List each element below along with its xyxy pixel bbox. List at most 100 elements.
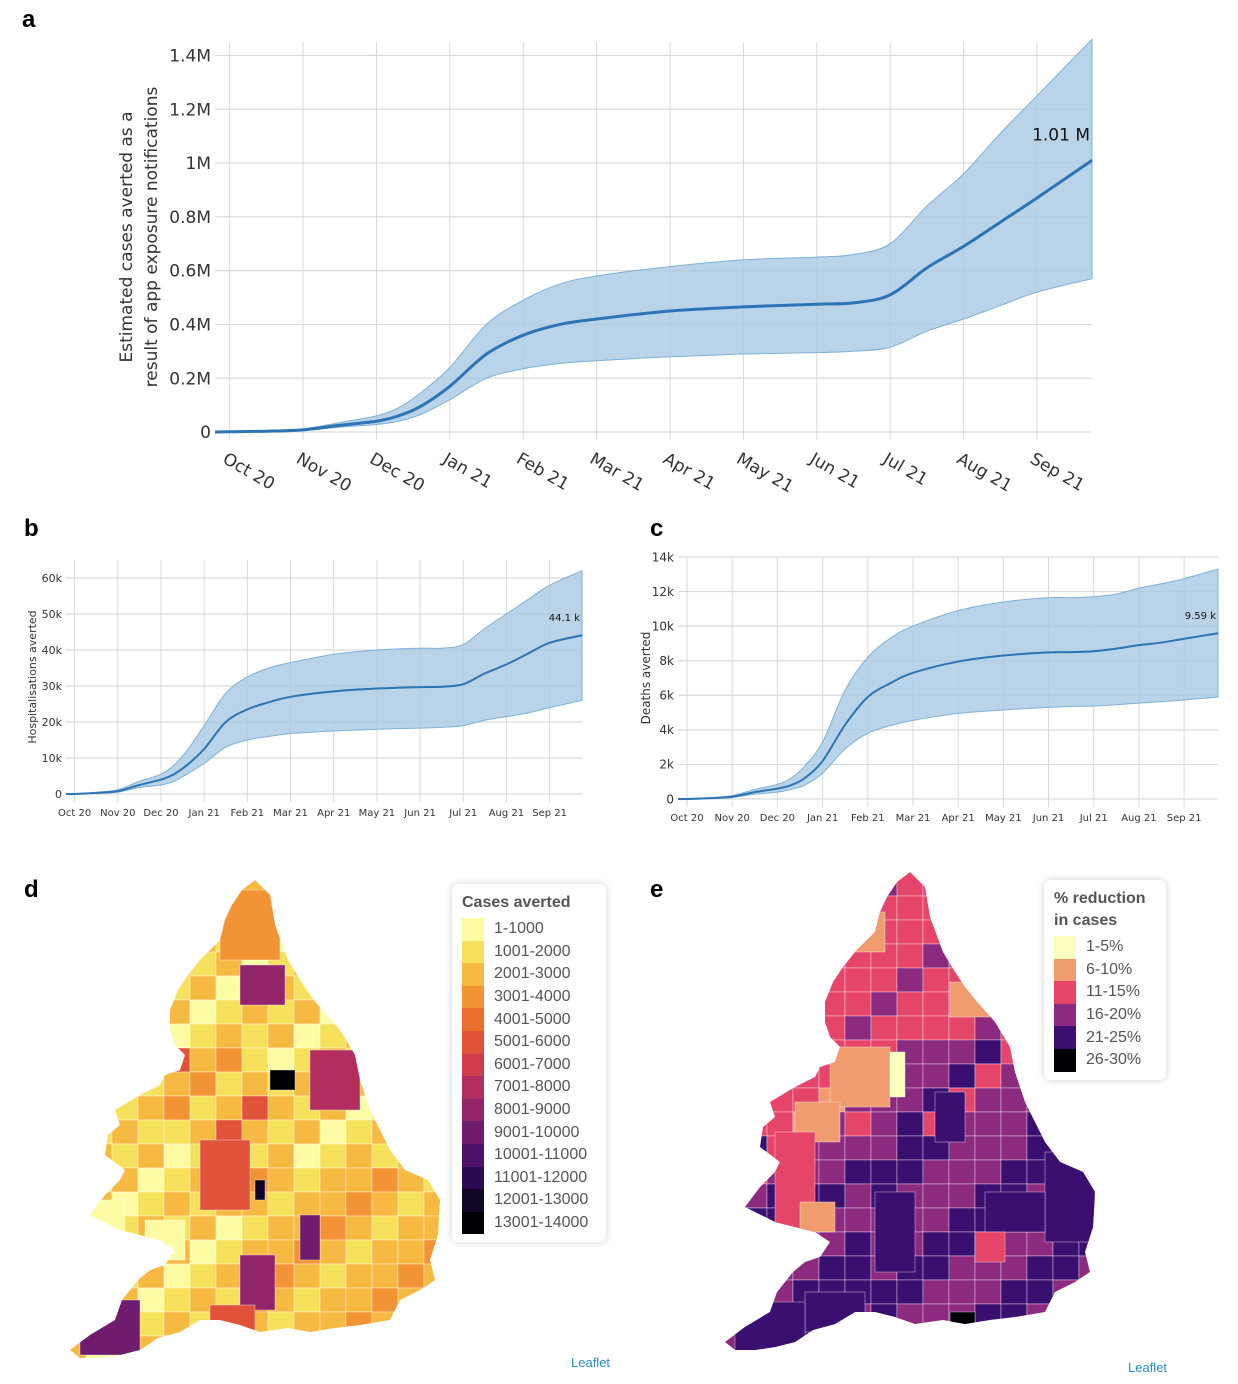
map-region[interactable] [734, 1301, 806, 1352]
map-region[interactable] [715, 991, 742, 1017]
map-region[interactable] [974, 919, 1002, 945]
map-region[interactable] [85, 999, 113, 1025]
map-region[interactable] [948, 1183, 976, 1209]
map-region[interactable] [818, 872, 846, 897]
map-region[interactable] [397, 975, 425, 1001]
map-region[interactable] [60, 1047, 87, 1073]
map-region[interactable] [60, 1119, 87, 1145]
map-region[interactable] [163, 1047, 191, 1073]
map-region[interactable] [189, 975, 217, 1001]
map-region[interactable] [740, 967, 768, 993]
map-region[interactable] [974, 1111, 1002, 1137]
map-region[interactable] [1078, 1303, 1105, 1329]
map-region[interactable] [896, 1327, 924, 1352]
map-region[interactable] [423, 1095, 450, 1121]
map-region[interactable] [896, 1111, 924, 1137]
map-region[interactable] [267, 1143, 295, 1169]
map-region[interactable] [137, 1167, 165, 1193]
map-region[interactable] [974, 1039, 1002, 1065]
map-region[interactable] [844, 991, 872, 1017]
map-region[interactable] [60, 1167, 87, 1193]
map-region[interactable] [450, 1264, 460, 1288]
map-region[interactable] [740, 1015, 768, 1041]
map-region[interactable] [267, 1335, 295, 1360]
map-region[interactable] [345, 1143, 373, 1169]
map-region[interactable] [219, 889, 281, 961]
map-region[interactable] [371, 975, 399, 1001]
map-region[interactable] [829, 1046, 891, 1108]
map-region[interactable] [974, 967, 1002, 993]
map-region[interactable] [397, 951, 425, 977]
map-region[interactable] [948, 1159, 976, 1185]
map-region[interactable] [874, 1191, 916, 1273]
map-region[interactable] [1026, 1255, 1054, 1281]
map-region[interactable] [267, 1095, 295, 1121]
map-region[interactable] [371, 1287, 399, 1313]
map-region[interactable] [792, 1015, 820, 1041]
map-region[interactable] [715, 1159, 742, 1185]
map-region[interactable] [85, 951, 113, 977]
map-region[interactable] [818, 943, 846, 969]
map-region[interactable] [922, 1039, 950, 1065]
map-region[interactable] [111, 927, 139, 953]
map-region[interactable] [371, 1239, 399, 1265]
map-region[interactable] [948, 943, 976, 969]
map-percent-reduction[interactable] [715, 872, 1115, 1362]
map-region[interactable] [70, 1199, 126, 1246]
map-region[interactable] [371, 1191, 399, 1217]
map-region[interactable] [163, 1167, 191, 1193]
map-region[interactable] [1105, 1232, 1115, 1256]
map-region[interactable] [715, 1231, 742, 1257]
map-region[interactable] [189, 1263, 217, 1289]
map-region[interactable] [215, 999, 243, 1025]
map-region[interactable] [137, 975, 165, 1001]
map-region[interactable] [715, 1279, 742, 1305]
map-region[interactable] [974, 1279, 1002, 1305]
map-region[interactable] [345, 999, 373, 1025]
map-region[interactable] [1078, 1327, 1105, 1352]
map-region[interactable] [60, 903, 87, 929]
map-region[interactable] [137, 927, 165, 953]
map-region[interactable] [397, 1263, 425, 1289]
leaflet-attribution-link[interactable]: Leaflet [571, 1355, 611, 1370]
map-region[interactable] [974, 1159, 1002, 1185]
map-region[interactable] [870, 1159, 898, 1185]
map-region[interactable] [948, 1279, 976, 1305]
map-region[interactable] [922, 1159, 950, 1185]
map-region[interactable] [163, 999, 191, 1025]
map-region[interactable] [974, 1087, 1002, 1113]
map-region[interactable] [163, 1335, 191, 1360]
map-region[interactable] [137, 1311, 165, 1337]
map-region[interactable] [397, 1143, 425, 1169]
map-region[interactable] [1052, 1135, 1080, 1161]
map-region[interactable] [137, 1071, 165, 1097]
map-region[interactable] [137, 1191, 165, 1217]
map-region[interactable] [79, 1299, 141, 1356]
map-region[interactable] [1105, 1088, 1115, 1112]
map-region[interactable] [423, 1287, 450, 1313]
map-region[interactable] [60, 927, 87, 953]
map-region[interactable] [111, 1143, 139, 1169]
map-region[interactable] [974, 872, 1002, 897]
map-region[interactable] [1000, 1159, 1028, 1185]
map-region[interactable] [792, 1039, 820, 1065]
map-region[interactable] [766, 967, 794, 993]
map-region[interactable] [239, 964, 286, 1006]
map-region[interactable] [111, 999, 139, 1025]
map-region[interactable] [319, 1239, 347, 1265]
map-region[interactable] [199, 1139, 251, 1211]
map-region[interactable] [896, 919, 924, 945]
map-region[interactable] [137, 951, 165, 977]
map-region[interactable] [371, 1167, 399, 1193]
map-region[interactable] [1078, 1279, 1105, 1305]
map-region[interactable] [269, 1069, 296, 1091]
map-region[interactable] [974, 1063, 1002, 1089]
map-region[interactable] [85, 975, 113, 1001]
map-region[interactable] [948, 919, 976, 945]
map-region[interactable] [1000, 1255, 1028, 1281]
map-region[interactable] [766, 1255, 794, 1281]
map-region[interactable] [137, 1119, 165, 1145]
map-region[interactable] [293, 1167, 321, 1193]
map-region[interactable] [844, 1255, 872, 1281]
map-region[interactable] [319, 1143, 347, 1169]
